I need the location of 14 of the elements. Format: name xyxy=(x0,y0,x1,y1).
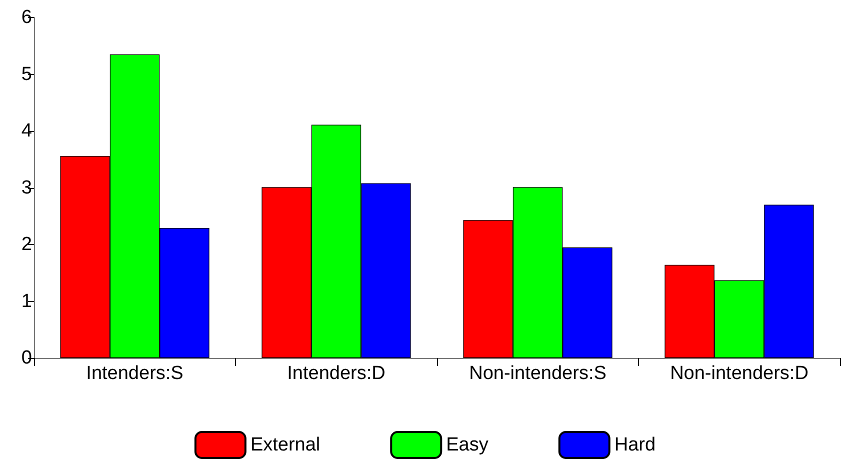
y-tick-label: 2 xyxy=(21,234,32,255)
y-tick-label: 0 xyxy=(21,348,32,368)
y-tick-label: 1 xyxy=(21,290,32,312)
x-tick-label: Non-intenders:S xyxy=(469,363,606,384)
x-tick-label: Non-intenders:D xyxy=(670,363,808,384)
legend-label: External xyxy=(250,434,320,456)
y-tick-label: 4 xyxy=(21,120,32,142)
y-tick-label: 6 xyxy=(21,7,32,28)
legend-label: Hard xyxy=(614,434,656,456)
y-tick-label: 5 xyxy=(21,64,32,85)
y-tick-label: 3 xyxy=(21,177,32,198)
x-tick-label: Intenders:S xyxy=(86,363,184,384)
x-tick-label: Intenders:D xyxy=(287,363,386,384)
legend-label: Easy xyxy=(446,434,489,456)
